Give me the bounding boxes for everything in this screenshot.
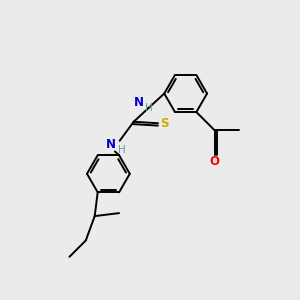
Text: H: H [145, 103, 153, 113]
Text: H: H [118, 145, 126, 155]
Text: N: N [134, 96, 144, 109]
Text: N: N [106, 138, 116, 151]
Text: S: S [160, 117, 169, 130]
Text: O: O [210, 155, 220, 168]
